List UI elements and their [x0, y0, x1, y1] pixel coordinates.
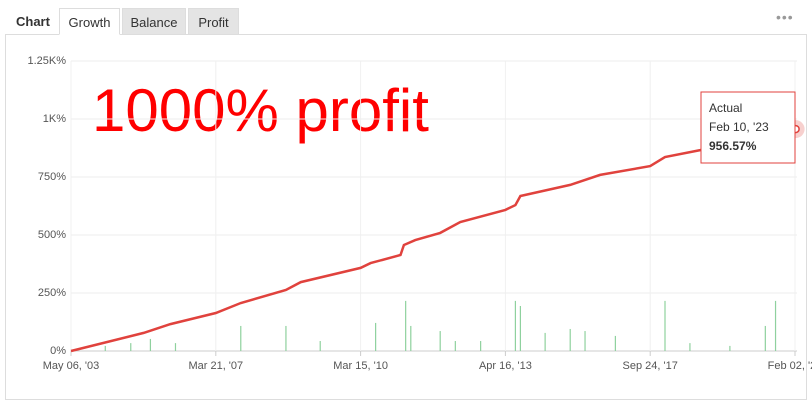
tab[interactable]: Growth: [59, 8, 120, 35]
bar: [514, 300, 516, 351]
bar: [130, 343, 132, 351]
tooltip: Actual Feb 10, '23 956.57%: [700, 91, 796, 164]
bar: [480, 341, 482, 351]
panel: [5, 34, 807, 400]
bar: [375, 322, 377, 351]
bar: [729, 345, 731, 351]
tab[interactable]: Profit: [188, 8, 239, 35]
y-tick-label: 1K%: [43, 113, 66, 125]
bar: [664, 300, 666, 351]
bar: [104, 345, 106, 351]
bar: [569, 328, 571, 351]
bar: [764, 325, 766, 351]
bar: [774, 300, 777, 351]
bar: [149, 338, 152, 351]
y-tick-label: 500%: [38, 229, 66, 241]
menu-button[interactable]: •••: [776, 9, 794, 25]
x-tick-label: Apr 16, '13: [479, 360, 532, 372]
bar: [410, 325, 412, 351]
line: [70, 127, 796, 353]
bar: [584, 331, 586, 351]
x-tick-label: May 06, '03: [43, 360, 100, 372]
x-tick-label: Mar 21, '07: [188, 360, 243, 372]
annotation: 1000% profit: [92, 77, 429, 144]
widget-title: Chart: [16, 14, 50, 29]
tooltip-date: Feb 10, '23: [709, 120, 769, 134]
bar: [689, 343, 691, 351]
x-tick-label: Sep 24, '17: [623, 360, 678, 372]
bar: [285, 325, 287, 351]
bar: [439, 331, 441, 351]
bar: [240, 325, 242, 351]
x-tick-label: Feb 02, '23: [768, 360, 812, 372]
x-tick-label: Mar 15, '10: [333, 360, 388, 372]
bar: [454, 341, 456, 351]
tooltip-box: [700, 91, 796, 164]
y-tick-label: 250%: [38, 287, 66, 299]
y-tick-label: 750%: [38, 171, 66, 183]
bar: [319, 341, 321, 351]
bar: [174, 343, 177, 351]
tooltip-series: Actual: [709, 101, 742, 115]
y-tick-label: 1.25K%: [27, 55, 66, 67]
y-tick-label: 0%: [50, 345, 66, 357]
bar: [614, 335, 616, 351]
bar: [544, 332, 546, 351]
tooltip-value: 956.57%: [709, 139, 757, 153]
bar: [519, 305, 521, 351]
bar: [405, 300, 407, 351]
tab[interactable]: Balance: [122, 8, 186, 35]
